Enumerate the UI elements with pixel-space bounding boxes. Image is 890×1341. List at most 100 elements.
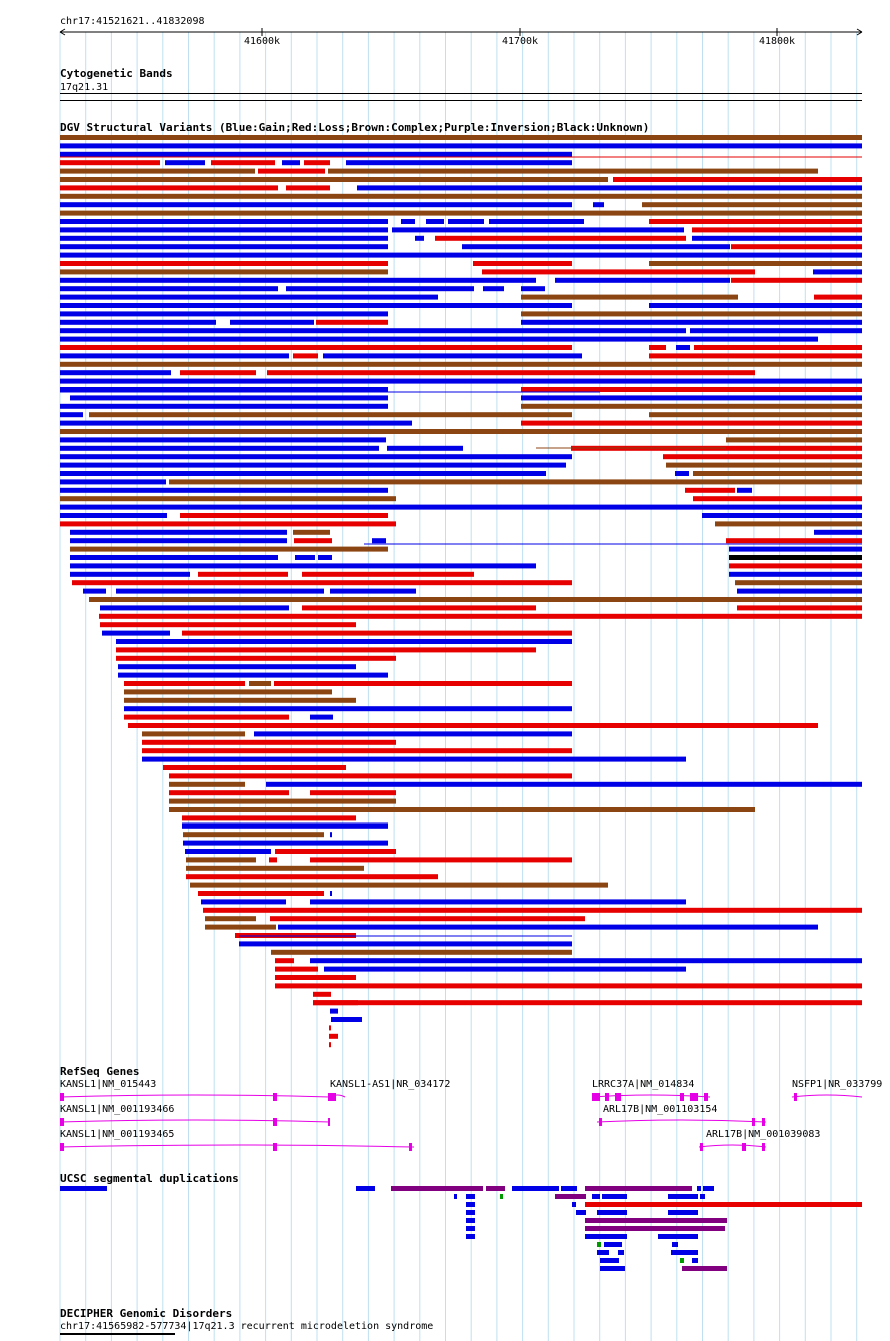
dgv-variant[interactable] <box>142 756 686 762</box>
dgv-variant[interactable] <box>60 319 216 325</box>
dgv-variant[interactable] <box>60 151 572 157</box>
gene-intron-line[interactable] <box>59 1144 415 1148</box>
gene-models[interactable] <box>59 1093 863 1151</box>
dgv-variant[interactable] <box>693 471 862 476</box>
dgv-features[interactable] <box>60 135 862 1048</box>
dgv-variant[interactable] <box>165 160 205 166</box>
dgv-variant[interactable] <box>186 874 438 880</box>
dgv-variant[interactable] <box>330 1008 338 1014</box>
gene-exon[interactable] <box>60 1118 64 1126</box>
dgv-variant[interactable] <box>737 487 752 493</box>
segdup-feature[interactable] <box>585 1202 862 1207</box>
dgv-variant[interactable] <box>169 790 289 796</box>
dgv-variant[interactable] <box>401 219 415 224</box>
dgv-variant[interactable] <box>448 219 484 224</box>
dgv-variant[interactable] <box>521 311 862 317</box>
dgv-variant[interactable] <box>60 454 572 460</box>
dgv-variant[interactable] <box>521 420 862 426</box>
dgv-variant[interactable] <box>274 681 332 686</box>
dgv-variant[interactable] <box>729 563 862 569</box>
dgv-variant[interactable] <box>182 630 572 636</box>
dgv-variant[interactable] <box>198 891 324 896</box>
dgv-variant[interactable] <box>318 555 332 560</box>
dgv-variant[interactable] <box>685 487 735 493</box>
dgv-variant[interactable] <box>737 588 862 594</box>
gene-label[interactable]: ARL17B|NM_001039083 <box>706 1129 820 1140</box>
segdup-feature[interactable] <box>500 1194 503 1199</box>
segdup-feature[interactable] <box>658 1234 698 1239</box>
dgv-variant[interactable] <box>60 160 160 166</box>
dgv-variant[interactable] <box>462 244 730 250</box>
segdup-feature[interactable] <box>466 1194 475 1199</box>
segdup-feature[interactable] <box>668 1210 698 1215</box>
dgv-variant[interactable] <box>692 235 862 241</box>
segdup-feature[interactable] <box>585 1226 725 1231</box>
dgv-variant[interactable] <box>304 160 330 166</box>
segdup-feature[interactable] <box>454 1194 457 1199</box>
dgv-variant[interactable] <box>329 1042 331 1048</box>
dgv-variant[interactable] <box>521 403 862 409</box>
gene-exon[interactable] <box>615 1093 621 1101</box>
segdup-feature[interactable] <box>700 1194 705 1199</box>
dgv-variant[interactable] <box>540 252 862 258</box>
gene-exon[interactable] <box>60 1143 64 1151</box>
segdup-feature[interactable] <box>466 1226 475 1231</box>
dgv-variant[interactable] <box>726 538 862 544</box>
dgv-variant[interactable] <box>483 286 504 292</box>
dgv-variant[interactable] <box>100 622 356 628</box>
dgv-variant[interactable] <box>89 412 572 418</box>
dgv-variant[interactable] <box>310 857 572 863</box>
dgv-variant[interactable] <box>572 227 684 233</box>
dgv-variant[interactable] <box>270 916 585 922</box>
dgv-variant[interactable] <box>60 177 608 182</box>
dgv-variant[interactable] <box>278 924 818 930</box>
dgv-variant[interactable] <box>310 714 333 720</box>
gene-exon[interactable] <box>762 1118 765 1126</box>
dgv-variant[interactable] <box>275 975 356 980</box>
dgv-variant[interactable] <box>60 135 862 140</box>
gene-exon[interactable] <box>704 1093 708 1101</box>
dgv-variant[interactable] <box>70 555 278 560</box>
dgv-variant[interactable] <box>275 983 862 989</box>
dgv-variant[interactable] <box>60 210 862 216</box>
dgv-variant[interactable] <box>60 420 412 426</box>
dgv-variant[interactable] <box>649 219 862 224</box>
dgv-variant[interactable] <box>60 387 388 392</box>
dgv-variant[interactable] <box>613 177 862 182</box>
segdup-feature[interactable] <box>600 1258 619 1263</box>
dgv-variant[interactable] <box>521 395 862 401</box>
dgv-variant[interactable] <box>230 319 314 325</box>
segdup-feature[interactable] <box>512 1186 559 1191</box>
dgv-variant[interactable] <box>60 227 388 233</box>
dgv-variant[interactable] <box>102 630 170 636</box>
gene-exon[interactable] <box>752 1118 755 1126</box>
dgv-variant[interactable] <box>205 924 276 930</box>
dgv-variant[interactable] <box>310 958 862 964</box>
dgv-variant[interactable] <box>426 219 444 224</box>
dgv-variant[interactable] <box>323 353 582 359</box>
dgv-variant[interactable] <box>60 303 572 308</box>
dgv-variant[interactable] <box>118 664 356 670</box>
segdup-feature[interactable] <box>680 1258 684 1263</box>
segdup-feature[interactable] <box>671 1250 698 1255</box>
segdup-feature[interactable] <box>576 1210 586 1215</box>
segdup-feature[interactable] <box>391 1186 483 1191</box>
dgv-variant[interactable] <box>676 345 690 350</box>
dgv-variant[interactable] <box>182 823 388 829</box>
gene-exon[interactable] <box>409 1143 412 1151</box>
dgv-variant[interactable] <box>142 731 245 737</box>
dgv-variant[interactable] <box>302 571 474 577</box>
dgv-variant[interactable] <box>269 857 277 863</box>
gene-exon[interactable] <box>742 1143 746 1151</box>
dgv-variant[interactable] <box>675 471 689 476</box>
dgv-variant[interactable] <box>729 546 862 552</box>
dgv-variant[interactable] <box>267 370 755 376</box>
segdup-feature[interactable] <box>672 1242 678 1247</box>
gene-exon[interactable] <box>330 1093 336 1101</box>
dgv-variant[interactable] <box>124 714 289 720</box>
dgv-variant[interactable] <box>731 277 862 283</box>
dgv-variant[interactable] <box>60 378 862 384</box>
dgv-variant[interactable] <box>190 882 608 888</box>
dgv-variant[interactable] <box>346 160 572 166</box>
dgv-variant[interactable] <box>169 479 862 485</box>
